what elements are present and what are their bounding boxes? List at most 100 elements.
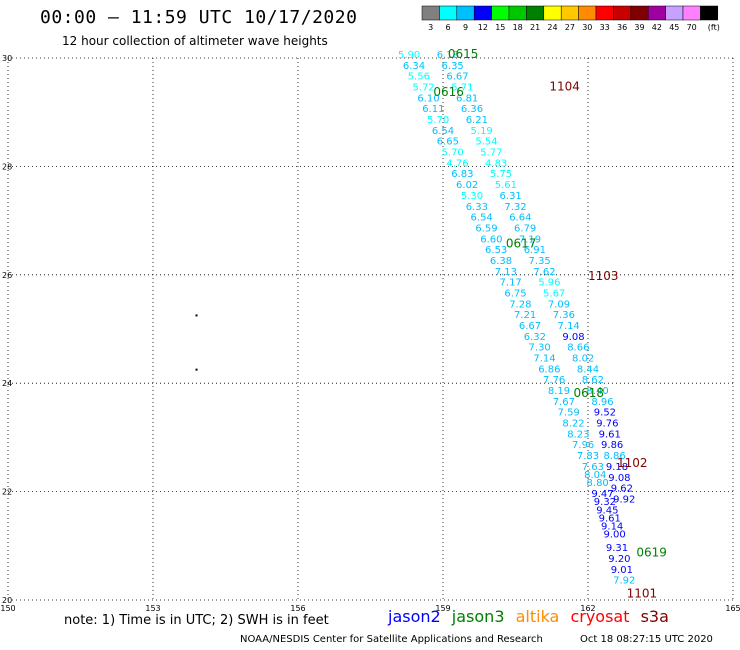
scale-label: 21 — [530, 23, 540, 32]
lon-tick-label: 159 — [435, 604, 450, 613]
swh-value: 6.60 — [480, 234, 502, 245]
swh-value: 7.35 — [529, 256, 551, 267]
scale-label: 12 — [478, 23, 488, 32]
swh-value: 8.96 — [591, 397, 613, 408]
pass-label: 0617 — [506, 237, 537, 251]
lat-tick-label: 26 — [2, 271, 12, 280]
swh-value: 9.08 — [562, 332, 584, 343]
pass-label: 1103 — [588, 269, 619, 283]
swh-value: 5.90 — [398, 50, 420, 61]
swh-value: 8.23 — [567, 429, 589, 440]
swh-value: 7.32 — [504, 202, 526, 213]
swh-value: 7.92 — [613, 576, 635, 587]
swh-value: 5.61 — [495, 180, 517, 191]
scale-swatch — [491, 5, 510, 21]
legend-cryosat: cryosat — [570, 607, 630, 626]
scale-swatch — [543, 5, 562, 21]
scale-unit: (ft) — [708, 23, 720, 32]
swh-value: 6.59 — [475, 223, 497, 234]
scale-label: 18 — [513, 23, 523, 32]
swh-value: 9.18 — [606, 462, 628, 473]
pass-labels: 0615 0616 1104 0617 1103 0618 1102 0619 1101 — [433, 47, 667, 600]
swh-value: 6.34 — [403, 61, 425, 72]
swh-value: 7.96 — [572, 440, 594, 451]
pass-label: 1104 — [549, 80, 580, 94]
swh-value: 8.40 — [587, 386, 609, 397]
point-marker — [195, 314, 198, 317]
point-marker — [195, 368, 198, 371]
swh-value: 7.28 — [509, 299, 531, 310]
pass-label: 1102 — [617, 456, 648, 470]
swh-value: 9.92 — [613, 494, 635, 505]
swh-value: 8.22 — [562, 419, 584, 430]
swh-value: 8.44 — [577, 364, 599, 375]
swh-value: 9.61 — [599, 429, 621, 440]
scale-swatch — [456, 5, 475, 21]
swh-value: 6.32 — [524, 332, 546, 343]
lat-tick-label: 20 — [2, 596, 12, 605]
scale-label: 39 — [634, 23, 644, 32]
swh-value: 6.21 — [466, 115, 488, 126]
swh-value: 8.80 — [587, 478, 609, 489]
scale-swatch — [682, 5, 701, 21]
swh-value: 7.09 — [548, 299, 570, 310]
swh-value: 6.53 — [485, 245, 507, 256]
chart-subtitle: 12 hour collection of altimeter wave hei… — [62, 34, 328, 48]
swh-value: 9.52 — [594, 408, 616, 419]
swh-value: 6.18 — [437, 50, 459, 61]
scale-swatch — [578, 5, 597, 21]
swh-value: 7.63 — [582, 462, 604, 473]
swh-value: 5.70 — [427, 115, 449, 126]
swh-value: 6.54 — [432, 126, 454, 137]
swh-value: 5.19 — [471, 126, 493, 137]
scale-label: 27 — [565, 23, 575, 32]
swh-value: 9.20 — [608, 554, 630, 565]
swh-value: 5.72 — [413, 83, 435, 94]
scale-label: 6 — [446, 23, 451, 32]
scale-swatch — [665, 5, 684, 21]
swh-value: 6.91 — [524, 245, 546, 256]
lon-tick-label: 162 — [580, 604, 595, 613]
swh-value: 7.36 — [553, 310, 575, 321]
swh-value: 5.30 — [461, 191, 483, 202]
swh-value: 7.62 — [533, 267, 555, 278]
lat-tick-label: 30 — [2, 54, 12, 63]
scale-swatch — [526, 5, 545, 21]
swh-value: 7.14 — [533, 354, 555, 365]
scale-label: 9 — [463, 23, 468, 32]
swh-value: 9.31 — [606, 543, 628, 554]
swh-value: 6.38 — [490, 256, 512, 267]
scale-label: 24 — [547, 23, 557, 32]
swh-value: 8.66 — [567, 343, 589, 354]
pass-label: 0616 — [433, 85, 464, 99]
swh-value: 7.30 — [529, 343, 551, 354]
legend-jason3: jason3 — [451, 607, 505, 626]
swh-value: 6.11 — [422, 104, 444, 115]
map-grid: 20 22 24 26 28 30 150 153 156 159 162 165 — [0, 54, 740, 613]
pass-label: 1101 — [627, 586, 658, 600]
chart-title: 00:00 – 11:59 UTC 10/17/2020 — [40, 7, 358, 28]
satellite-legend: jason2 jason3 altika cryosat s3a — [388, 607, 669, 626]
pass-label: 0619 — [636, 546, 667, 560]
lon-tick-label: 165 — [725, 604, 740, 613]
swh-value: 8.02 — [572, 354, 594, 365]
pass-label: 0618 — [574, 386, 605, 400]
footer-note: note: 1) Time is in UTC; 2) SWH is in fe… — [64, 613, 329, 628]
swh-value: 7.17 — [500, 278, 522, 289]
scale-label: 3 — [428, 23, 433, 32]
scale-label: 33 — [600, 23, 610, 32]
swh-value: 6.10 — [417, 93, 439, 104]
swh-value: 6.02 — [456, 180, 478, 191]
swh-value: 9.00 — [603, 530, 625, 541]
scale-swatch — [421, 5, 440, 21]
swh-value: 7.14 — [558, 321, 580, 332]
swh-value: 9.32 — [594, 497, 616, 508]
swh-value: 6.54 — [471, 213, 493, 224]
swh-value: 4.76 — [446, 158, 468, 169]
swh-value: 6.31 — [500, 191, 522, 202]
lon-tick-label: 156 — [290, 604, 305, 613]
swh-value: 6.33 — [466, 202, 488, 213]
swh-value: 9.61 — [599, 513, 621, 524]
swh-value: 9.14 — [601, 522, 623, 533]
swh-value: 7.21 — [514, 310, 536, 321]
